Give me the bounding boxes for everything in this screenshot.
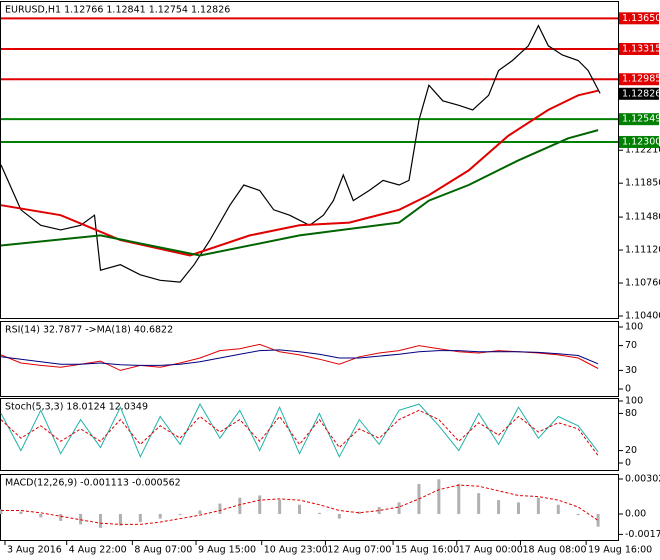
histogram-bar [118, 513, 122, 526]
histogram-bar [138, 513, 142, 523]
histogram-bar [536, 497, 540, 514]
y-tick-label: 1.11480 [625, 212, 660, 223]
histogram-bar [576, 513, 580, 516]
x-tick-label: 12 Aug 07:00 [327, 545, 391, 556]
histogram-bar [198, 510, 202, 514]
histogram-bar [79, 513, 83, 525]
x-tick-label: 18 Aug 08:00 [522, 545, 586, 556]
histogram-bar [258, 495, 262, 514]
y-tick-label: 100 [625, 396, 643, 407]
level-box [619, 73, 659, 86]
histogram-bar [238, 497, 242, 514]
histogram-bar [158, 513, 162, 519]
level-label: 1.12300 [622, 136, 660, 147]
series-line [0, 349, 599, 366]
series-line [0, 129, 599, 257]
panel-title: MACD(12,26,9) -0.001113 -0.000562 [5, 478, 181, 489]
histogram-bar [218, 503, 222, 514]
last-price-label: 1.12826 [622, 88, 660, 99]
histogram-bar [19, 511, 23, 514]
histogram-bar [457, 483, 461, 514]
panel-frame [0, 398, 619, 471]
histogram-bar [377, 507, 381, 514]
y-tick-label: 1.10400 [625, 311, 660, 322]
histogram-bar [99, 513, 103, 528]
histogram-bar [357, 511, 361, 514]
series-line [0, 343, 599, 371]
y-tick-label: 0 [625, 384, 631, 395]
histogram-bar [437, 479, 441, 514]
histogram-bar [278, 500, 282, 514]
level-label: 1.12549 [622, 114, 660, 125]
panel-title: Stoch(5,3,3) 18.0124 12.0349 [5, 402, 148, 413]
level-box [619, 113, 659, 126]
x-tick-label: 19 Aug 16:00 [588, 545, 652, 556]
histogram-bar [516, 502, 520, 514]
series-line [0, 409, 599, 456]
x-tick-label: 8 Aug 07:00 [134, 545, 192, 556]
x-tick-label: 10 Aug 23:00 [264, 545, 328, 556]
histogram-bar [298, 504, 302, 514]
level-box [619, 12, 659, 25]
y-tick-label: 70 [625, 340, 637, 351]
y-tick-label: 0.00 [625, 508, 646, 519]
y-tick-label: 1.12210 [625, 145, 660, 156]
y-tick-label: 0.003025 [625, 473, 660, 484]
y-tick-label: 100 [625, 322, 643, 333]
panel-frame [0, 321, 619, 397]
x-tick-label: 4 Aug 22:00 [69, 545, 127, 556]
histogram-bar [0, 509, 3, 514]
level-label: 1.13315 [622, 44, 660, 55]
level-box [619, 135, 659, 148]
panel-title: EURUSD,H1 1.12766 1.12841 1.12754 1.1282… [5, 5, 230, 16]
x-tick-label: 3 Aug 2016 [7, 545, 62, 556]
histogram-bar [477, 493, 481, 514]
y-tick-label: 20 [625, 445, 637, 456]
panel-frame [0, 474, 619, 541]
histogram-bar [556, 504, 560, 514]
y-tick-label: 80 [625, 408, 637, 419]
y-tick-label: 0 [625, 458, 631, 469]
y-tick-label: 1.10760 [625, 278, 660, 289]
histogram-bar [596, 513, 600, 527]
histogram-bar [59, 513, 63, 521]
level-label: 1.13650 [622, 13, 660, 24]
level-box [619, 43, 659, 56]
y-tick-label: 30 [625, 365, 637, 376]
histogram-bar [397, 502, 401, 514]
histogram-bar [497, 500, 501, 514]
series-line [0, 403, 599, 459]
panel-title: RSI(14) 32.7877 ->MA(18) 40.6822 [5, 325, 173, 336]
histogram-bar [337, 513, 341, 519]
y-tick-label: 1.11850 [625, 178, 660, 189]
y-tick-label: -0.001764 [625, 529, 660, 540]
panel-frame [0, 1, 619, 319]
series-line [0, 24, 601, 283]
series-line [1, 484, 599, 525]
histogram-bar [39, 513, 43, 518]
x-tick-label: 15 Aug 16:00 [395, 545, 459, 556]
x-tick-label: 17 Aug 00:00 [459, 545, 523, 556]
last-price-box [619, 87, 659, 100]
x-tick-label: 9 Aug 15:00 [198, 545, 256, 556]
histogram-bar [178, 513, 182, 516]
y-tick-label: 1.11120 [625, 245, 660, 256]
histogram-bar [317, 512, 321, 514]
level-label: 1.12985 [622, 74, 660, 85]
